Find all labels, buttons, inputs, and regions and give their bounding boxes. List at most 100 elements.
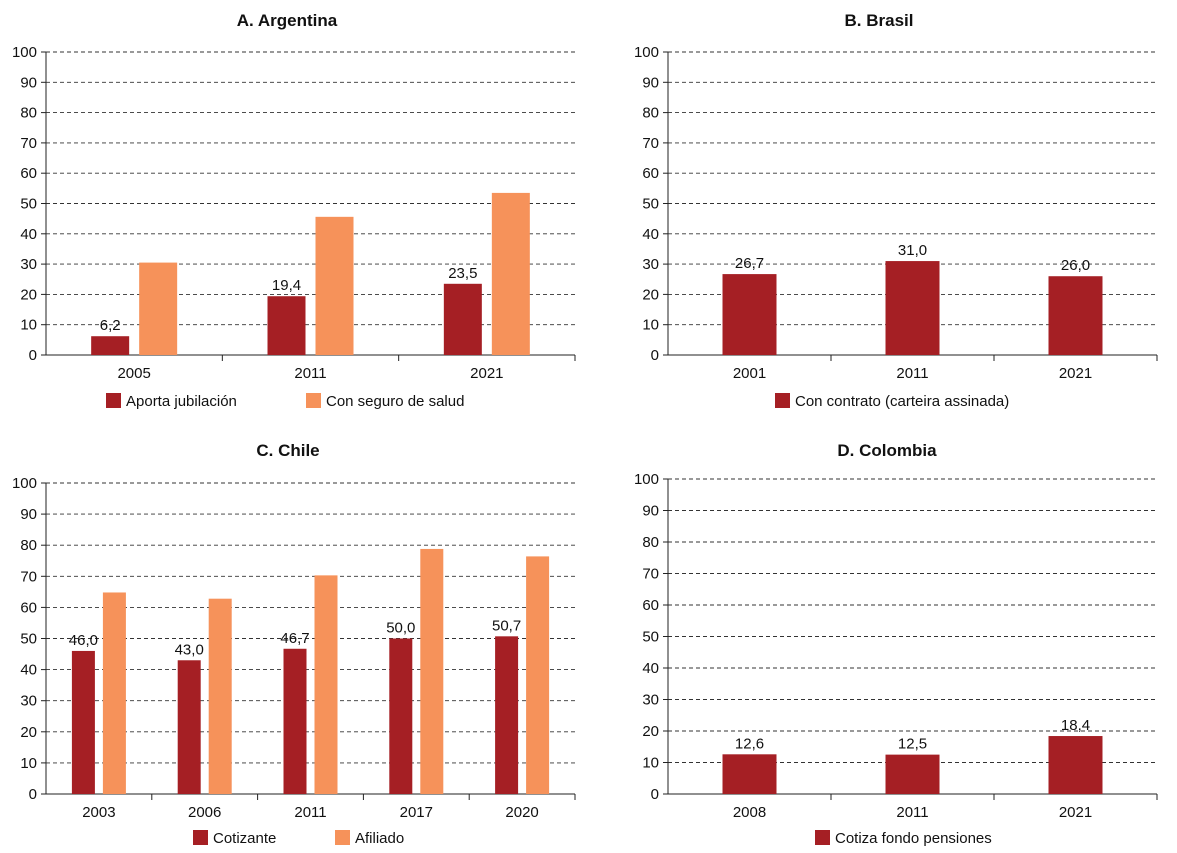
y-tick-label: 60 [20, 165, 37, 182]
legend-swatch [193, 830, 208, 845]
data-label: 18,4 [1061, 717, 1090, 734]
bar-series1 [722, 274, 777, 355]
y-tick-label: 30 [20, 693, 37, 710]
legend-label: Afiliado [355, 830, 404, 847]
bar-series1 [885, 754, 940, 794]
y-tick-label: 0 [29, 786, 37, 803]
data-label: 26,7 [735, 255, 764, 272]
chart-title: C. Chile [256, 441, 319, 460]
x-tick-label: 2006 [188, 804, 221, 821]
y-tick-label: 0 [651, 347, 659, 364]
bar-series1 [495, 636, 519, 794]
y-tick-label: 70 [20, 135, 37, 152]
bar-series2 [314, 575, 338, 794]
y-tick-label: 10 [642, 755, 659, 772]
bar-series1 [71, 650, 95, 794]
y-tick-label: 20 [20, 724, 37, 741]
y-tick-label: 0 [651, 786, 659, 803]
legend-label: Cotizante [213, 830, 276, 847]
legend-label: Con contrato (carteira assinada) [795, 393, 1009, 410]
bar-series1 [885, 261, 940, 355]
y-tick-label: 50 [20, 196, 37, 213]
y-tick-label: 10 [642, 317, 659, 334]
y-tick-label: 60 [642, 165, 659, 182]
x-tick-label: 2011 [896, 365, 928, 382]
chart-title: B. Brasil [845, 11, 914, 30]
y-tick-label: 80 [642, 105, 659, 122]
y-tick-label: 90 [642, 74, 659, 91]
x-tick-label: 2011 [294, 804, 326, 821]
y-tick-label: 30 [642, 256, 659, 273]
bar-series1 [283, 648, 307, 794]
y-tick-label: 10 [20, 317, 37, 334]
data-label: 31,0 [898, 242, 927, 259]
y-tick-label: 70 [642, 135, 659, 152]
y-tick-label: 80 [642, 534, 659, 551]
y-tick-label: 90 [20, 74, 37, 91]
data-label: 50,0 [386, 620, 415, 637]
bar-series2 [526, 556, 550, 794]
y-tick-label: 90 [642, 503, 659, 520]
chart-panel-4: D. Colombia 0 10 20 30 40 50 60 70 80 90 100 2008 12,… [634, 441, 1158, 847]
y-tick-label: 30 [642, 692, 659, 709]
y-tick-label: 80 [20, 537, 37, 554]
chart-title: A. Argentina [237, 11, 338, 30]
data-label: 6,2 [100, 317, 121, 334]
data-label: 12,6 [735, 735, 764, 752]
bar-series2 [208, 598, 232, 794]
x-tick-label: 2021 [470, 365, 503, 382]
y-tick-label: 100 [634, 471, 659, 488]
bar-series1 [722, 754, 777, 794]
x-tick-label: 2021 [1059, 365, 1092, 382]
y-tick-label: 80 [20, 105, 37, 122]
x-tick-label: 2003 [82, 804, 115, 821]
legend-swatch [335, 830, 350, 845]
y-tick-label: 70 [20, 568, 37, 585]
y-tick-label: 20 [642, 286, 659, 303]
bar-series1 [443, 283, 482, 355]
legend-swatch [815, 830, 830, 845]
chart-panel-1: A. Argentina 0 10 20 30 40 50 60 70 80 90 100 2005 6,… [12, 11, 576, 410]
y-tick-label: 0 [29, 347, 37, 364]
x-tick-label: 2008 [733, 804, 766, 821]
y-tick-label: 20 [20, 286, 37, 303]
y-tick-label: 70 [642, 566, 659, 583]
data-label: 19,4 [272, 277, 301, 294]
data-label: 46,7 [280, 630, 309, 647]
bar-series2 [102, 592, 126, 794]
legend-label: Aporta jubilación [126, 393, 237, 410]
y-tick-label: 50 [642, 196, 659, 213]
y-tick-label: 10 [20, 755, 37, 772]
chart-title: D. Colombia [837, 441, 937, 460]
bar-series2 [420, 548, 444, 794]
data-label: 26,0 [1061, 257, 1090, 274]
bar-series1 [1048, 276, 1103, 355]
bar-series1 [1048, 736, 1103, 794]
bar-series1 [389, 638, 413, 794]
data-label: 50,7 [492, 617, 521, 634]
bar-series2 [491, 192, 530, 355]
bar-series2 [315, 216, 354, 355]
legend-label: Cotiza fondo pensiones [835, 830, 992, 847]
legend-swatch [106, 393, 121, 408]
y-tick-label: 30 [20, 256, 37, 273]
x-tick-label: 2005 [117, 365, 150, 382]
bar-series1 [267, 296, 306, 355]
bar-series1 [91, 336, 130, 355]
legend-swatch [306, 393, 321, 408]
bar-series1 [177, 660, 201, 794]
chart-panel-3: C. Chile 0 10 20 30 40 50 60 70 80 90 100 2003 46,0 20… [12, 441, 576, 847]
legend-label: Con seguro de salud [326, 393, 464, 410]
x-tick-label: 2021 [1059, 804, 1092, 821]
y-tick-label: 60 [642, 597, 659, 614]
y-tick-label: 20 [642, 723, 659, 740]
y-tick-label: 40 [20, 226, 37, 243]
x-tick-label: 2011 [294, 365, 326, 382]
bar-series2 [139, 262, 178, 355]
chart-panel-2: B. Brasil 0 10 20 30 40 50 60 70 80 90 100 2001 26,7 2… [634, 11, 1158, 410]
x-tick-label: 2001 [733, 365, 766, 382]
y-tick-label: 100 [12, 475, 37, 492]
x-tick-label: 2017 [400, 804, 433, 821]
y-tick-label: 50 [20, 631, 37, 648]
